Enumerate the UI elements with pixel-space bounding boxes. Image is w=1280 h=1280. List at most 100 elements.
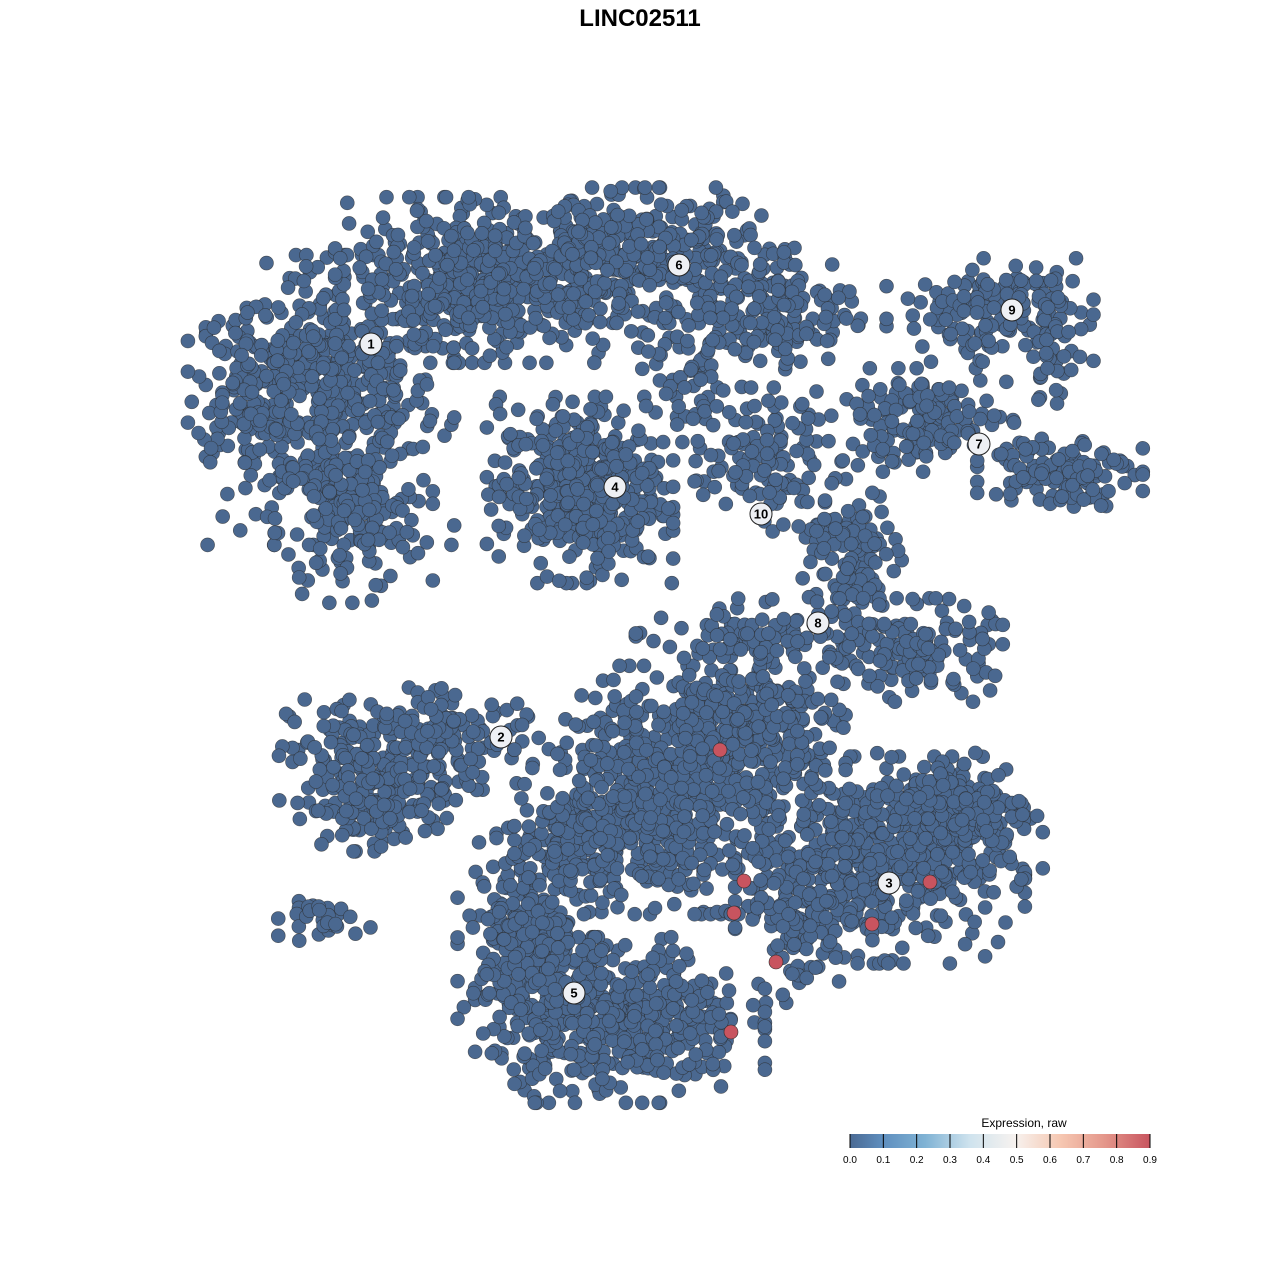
cell-point-cluster-3 <box>890 844 905 859</box>
cell-point-cluster-6 <box>464 355 480 371</box>
cell-point-cluster-5 <box>700 985 715 1000</box>
cell-point-cluster-4 <box>518 436 534 452</box>
cell-point-cluster-3 <box>770 938 785 953</box>
cell-point-cluster-6 <box>401 189 417 205</box>
cell-point-cluster-4 <box>585 444 600 460</box>
cell-point-cluster-4 <box>664 575 680 591</box>
cell-point-cluster-1 <box>395 539 411 555</box>
cell-point-cluster-4 <box>519 491 534 507</box>
cell-point-cluster-2 <box>270 928 286 944</box>
cell-point-cluster-3 <box>998 915 1013 930</box>
cell-point-cluster-5 <box>697 862 712 878</box>
cell-point-cluster-6 <box>658 295 674 311</box>
cell-point-cluster-2 <box>293 751 308 766</box>
cell-point-cluster-6 <box>653 197 669 212</box>
cell-point-cluster-6 <box>726 227 742 243</box>
cell-point-cluster-5 <box>550 926 565 941</box>
cell-point-cluster-5 <box>725 857 740 873</box>
cell-point-cluster-1 <box>258 308 273 323</box>
cell-point-cluster-1 <box>180 364 196 379</box>
cell-point-cluster-1 <box>308 555 324 571</box>
cell-point-cluster-5 <box>577 1014 593 1029</box>
cell-point-cluster-1 <box>220 486 235 502</box>
cell-point-cluster-4 <box>491 518 507 534</box>
cell-point-cluster-2 <box>434 781 449 797</box>
cell-point-cluster-4 <box>517 528 532 543</box>
cell-point-cluster-3 <box>921 811 936 827</box>
cell-point-cluster-1 <box>296 273 312 289</box>
cell-point-cluster-5 <box>466 985 481 1001</box>
cell-point-cluster-4 <box>539 569 555 584</box>
cell-point-cluster-2 <box>307 740 322 755</box>
cell-point-cluster-6 <box>585 331 600 346</box>
cell-point-cluster-5 <box>688 1047 704 1062</box>
cell-point-cluster-6 <box>547 261 563 277</box>
cell-point-cluster-5 <box>656 1065 672 1081</box>
cell-point-cluster-3 <box>884 910 900 925</box>
cell-point-cluster-5 <box>676 824 692 840</box>
cell-point-cluster-2 <box>334 827 350 843</box>
cell-point-cluster-5 <box>624 964 640 979</box>
cell-point-cluster-2 <box>420 689 436 705</box>
cell-point-cluster-1 <box>416 472 431 488</box>
cell-point-cluster-1 <box>425 573 441 588</box>
cell-point-cluster-3 <box>990 934 1006 950</box>
cell-point-cluster-5 <box>745 840 760 856</box>
cell-point-cluster-5 <box>568 717 584 732</box>
cell-point-cluster-5 <box>796 806 812 822</box>
cell-point-cluster-1 <box>238 480 253 496</box>
cell-point-cluster-5 <box>594 1071 610 1087</box>
cell-point-cluster-6 <box>539 355 554 371</box>
cell-point-cluster-4 <box>491 489 507 505</box>
cell-point-cluster-5 <box>648 1037 664 1052</box>
cell-point-cluster-3 <box>945 844 960 860</box>
cell-point-cluster-1 <box>425 496 441 512</box>
cell-point-cluster-5 <box>763 754 778 770</box>
cell-point-cluster-3 <box>842 781 857 797</box>
cell-point-cluster-5 <box>719 724 734 739</box>
cell-point-cluster-1 <box>214 395 230 411</box>
cell-point-cluster-5 <box>704 784 720 799</box>
cell-point-cluster-6 <box>498 306 513 322</box>
cell-point-cluster-3 <box>907 811 923 826</box>
cell-point-cluster-5 <box>677 809 692 824</box>
cell-point-cluster-6 <box>642 277 657 293</box>
cell-point-cluster-1 <box>391 411 406 427</box>
cell-point-cluster-4 <box>665 515 681 531</box>
cell-point-cluster-5 <box>450 1011 465 1027</box>
cell-point-cluster-1 <box>267 525 283 541</box>
cell-point-cluster-5 <box>655 851 671 867</box>
cell-point-cluster-5 <box>540 786 555 801</box>
cell-point-cluster-3 <box>967 914 982 930</box>
cell-point-cluster-6 <box>336 302 352 318</box>
cell-point-cluster-4 <box>576 496 591 512</box>
cell-point-cluster-3 <box>781 907 796 922</box>
cell-point-cluster-6 <box>487 228 503 244</box>
cell-point-cluster-6 <box>341 216 357 231</box>
cell-point-cluster-6 <box>652 239 667 255</box>
cell-point-cluster-4 <box>533 555 549 571</box>
cell-point-cluster-6 <box>466 243 481 258</box>
cell-point-cluster-5 <box>617 715 632 731</box>
cell-point-cluster-5 <box>627 1009 642 1024</box>
cell-point-cluster-5 <box>665 943 681 959</box>
cell-point-cluster-5 <box>684 855 699 871</box>
cell-point-cluster-6 <box>432 271 447 286</box>
cell-point-cluster-5 <box>606 672 621 688</box>
cell-point-cluster-4 <box>575 535 591 550</box>
cell-point-cluster-1 <box>280 280 296 295</box>
cell-point-cluster-5 <box>631 769 646 785</box>
cell-point-cluster-3 <box>991 767 1006 783</box>
cell-point-cluster-5 <box>580 790 596 806</box>
cell-point-cluster-4 <box>539 471 554 487</box>
cell-point-cluster-5 <box>781 736 797 752</box>
cell-point-cluster-3 <box>844 876 860 891</box>
cell-point-cluster-5 <box>670 1040 686 1056</box>
cell-point-cluster-1 <box>386 382 401 398</box>
cell-point-cluster-2 <box>463 751 479 767</box>
cell-point-cluster-6 <box>327 267 343 282</box>
cell-point-cluster-5 <box>750 774 766 790</box>
cell-point-cluster-5 <box>638 786 653 802</box>
cell-point-cluster-5 <box>484 1045 500 1061</box>
cell-point-cluster-5 <box>818 763 833 778</box>
